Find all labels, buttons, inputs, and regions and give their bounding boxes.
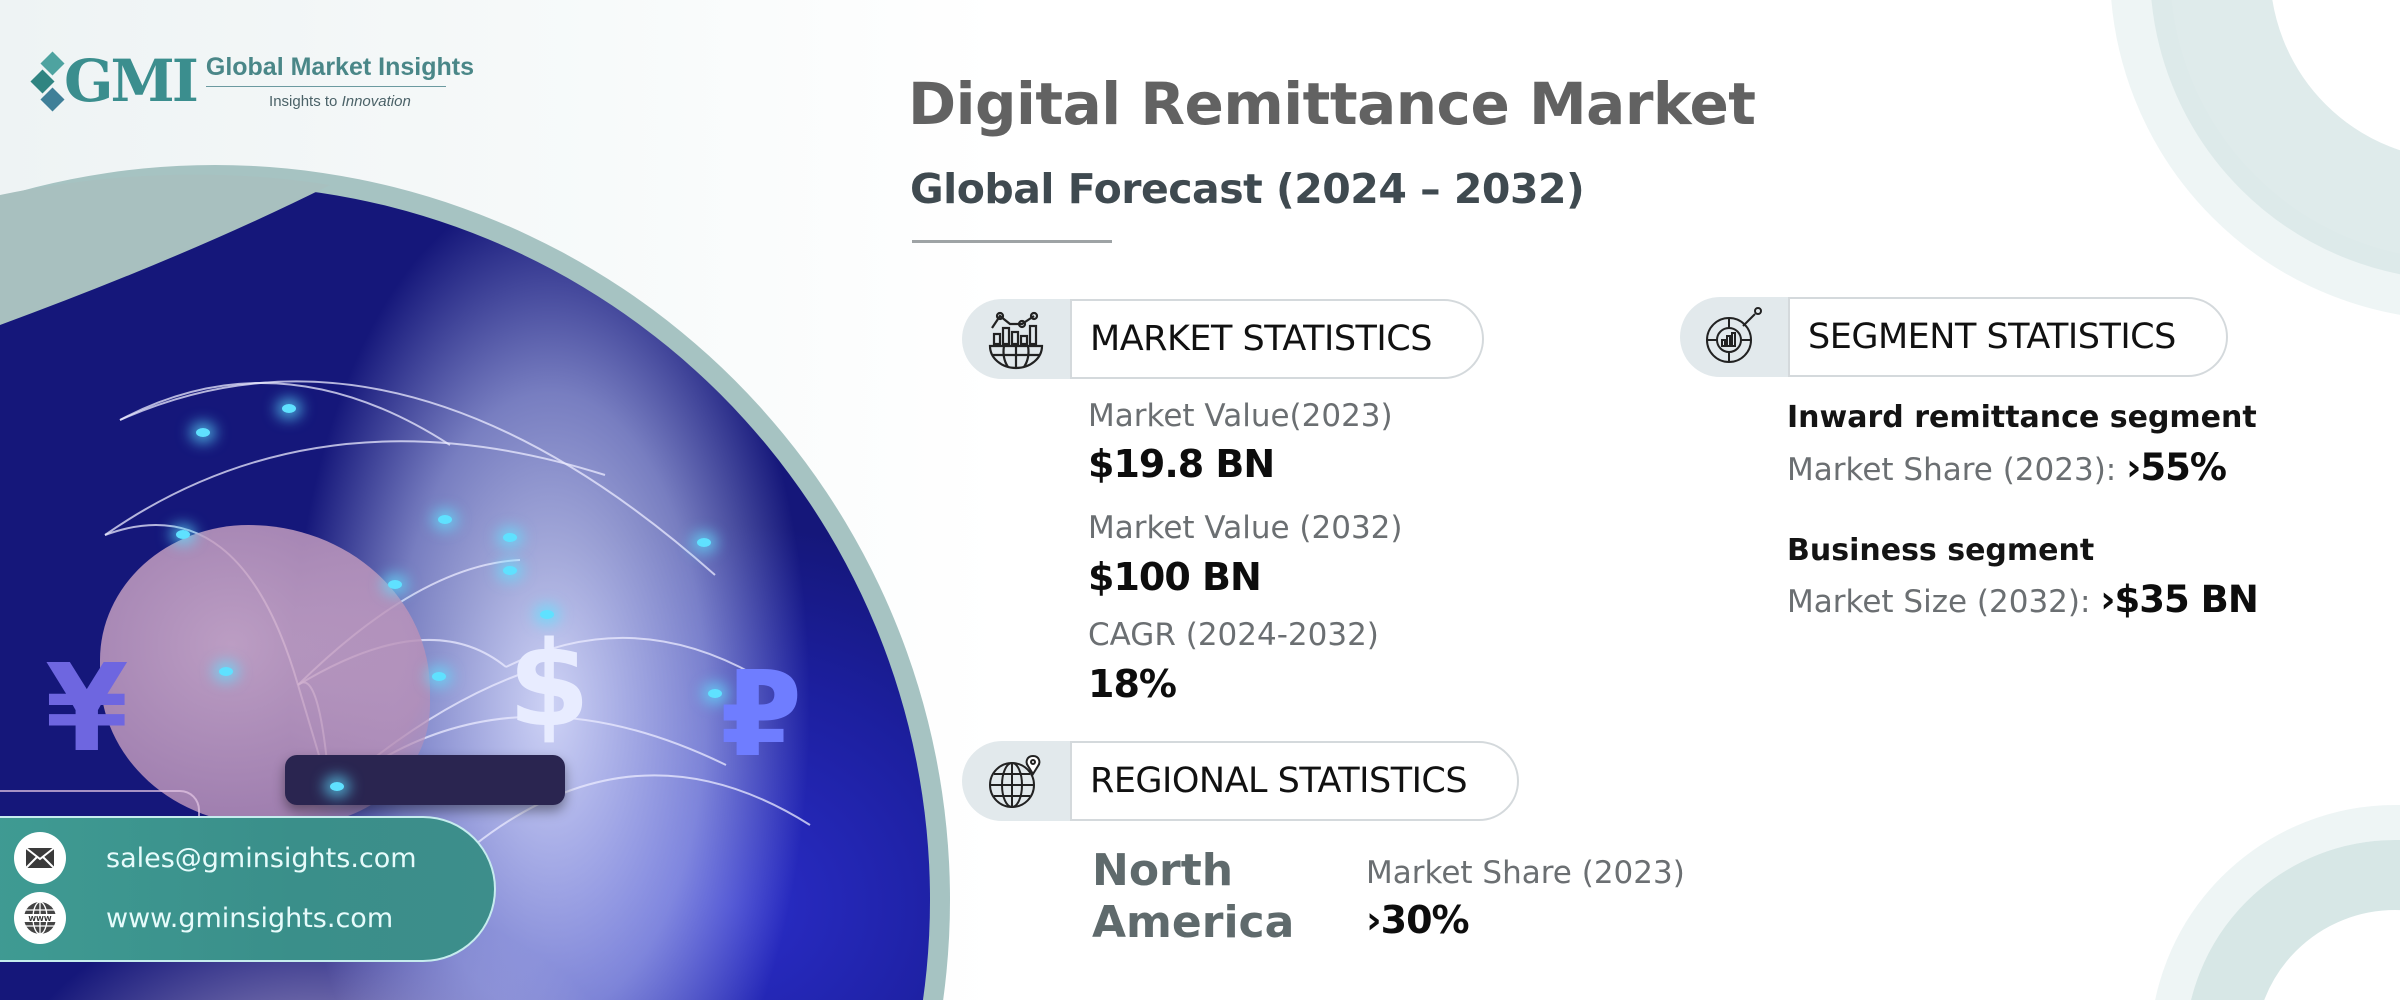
logo-text: Global Market Insights Insights to Innov… — [205, 52, 474, 110]
yen-symbol: ¥ — [45, 640, 129, 779]
contact-decorative-line — [0, 790, 200, 820]
contact-email[interactable]: sales@gminsights.com — [106, 842, 417, 874]
page-title: Digital Remittance Market — [908, 70, 1756, 138]
brand-tagline: Insights to Innovation — [206, 93, 474, 110]
envelope-icon — [14, 832, 66, 884]
region-name: North America — [1092, 845, 1294, 949]
www-globe-icon: WWW — [14, 892, 66, 944]
region-share-label: Market Share (2023) — [1366, 855, 1685, 891]
market-statistics-header: MARKET STATISTICS — [962, 299, 1484, 379]
business-segment-title: Business segment — [1787, 533, 2095, 568]
logo-mark: GMI — [30, 47, 199, 115]
region-share-value: ›30% — [1366, 898, 1470, 942]
network-node — [503, 566, 517, 575]
segment-statistics-heading: SEGMENT STATISTICS — [1788, 297, 2228, 377]
title-divider — [912, 240, 1112, 243]
inward-remittance-segment-title: Inward remittance segment — [1787, 400, 2257, 435]
market-value-2023: $19.8 BN — [1088, 442, 1275, 486]
page-subtitle: Global Forecast (2024 – 2032) — [910, 165, 1585, 213]
logo-diamond-icon — [30, 51, 65, 112]
decorative-arc-cap — [0, 174, 330, 325]
business-segment-size-label: Market Size (2032): — [1787, 584, 2091, 620]
network-node — [176, 530, 190, 539]
regional-statistics-heading: REGIONAL STATISTICS — [1070, 741, 1520, 821]
chart-globe-icon — [962, 299, 1070, 379]
logo-divider — [205, 85, 446, 87]
market-statistics-heading: MARKET STATISTICS — [1070, 299, 1484, 379]
network-node — [330, 782, 344, 791]
network-node — [196, 428, 210, 437]
network-node — [388, 580, 402, 589]
inward-remittance-share-label: Market Share (2023): — [1787, 452, 2117, 488]
cagr-label: CAGR (2024-2032) — [1088, 617, 1379, 653]
svg-text:WWW: WWW — [28, 915, 51, 923]
dollar-symbol: $ — [508, 615, 591, 753]
network-node — [540, 610, 554, 619]
ruble-symbol: ₽ — [720, 645, 803, 783]
market-value-2032: $100 BN — [1088, 555, 1262, 599]
market-value-2032-label: Market Value (2032) — [1088, 510, 1403, 546]
smartphone-graphic — [285, 755, 565, 805]
tagline-prefix: Insights to — [269, 92, 338, 110]
cagr-value: 18% — [1088, 662, 1177, 706]
brand-name: Global Market Insights — [205, 52, 474, 81]
market-value-2023-label: Market Value(2023) — [1088, 398, 1393, 434]
network-node — [219, 667, 233, 676]
business-segment-size: Market Size (2032): ›$35 BN — [1787, 578, 2259, 621]
contact-email-row[interactable]: sales@gminsights.com — [14, 832, 417, 884]
contact-website-row[interactable]: WWW www.gminsights.com — [14, 892, 393, 944]
network-node — [503, 533, 517, 542]
network-node — [438, 515, 452, 524]
regional-statistics-header: REGIONAL STATISTICS — [962, 741, 1520, 821]
contact-website[interactable]: www.gminsights.com — [106, 902, 394, 934]
gmi-logo[interactable]: GMI Global Market Insights Insights to I… — [30, 47, 474, 115]
logo-initials: GMI — [64, 47, 199, 115]
pie-chart-analytics-icon — [1680, 297, 1788, 377]
network-node — [432, 672, 446, 681]
tagline-emphasis: Innovation — [341, 92, 411, 110]
region-name-line1: North — [1092, 845, 1234, 896]
inward-remittance-share-value: ›55% — [2126, 446, 2227, 489]
network-node — [282, 404, 296, 413]
segment-statistics-header: SEGMENT STATISTICS — [1680, 297, 2228, 377]
contact-panel: sales@gminsights.com WWW www.gminsights.… — [0, 816, 496, 962]
inward-remittance-share: Market Share (2023): ›55% — [1787, 446, 2227, 489]
globe-pin-icon — [962, 741, 1070, 821]
business-segment-size-value: ›$35 BN — [2100, 578, 2259, 621]
network-node — [708, 689, 722, 698]
network-node — [697, 538, 711, 547]
region-name-line2: America — [1092, 897, 1295, 948]
